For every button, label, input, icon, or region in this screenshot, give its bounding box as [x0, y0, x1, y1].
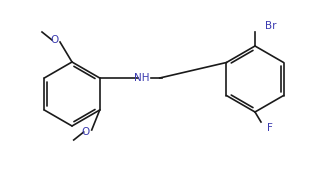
Text: O: O — [82, 127, 90, 137]
Text: O: O — [50, 35, 58, 45]
Text: F: F — [267, 123, 273, 133]
Text: Br: Br — [265, 21, 276, 31]
Text: NH: NH — [134, 73, 149, 83]
